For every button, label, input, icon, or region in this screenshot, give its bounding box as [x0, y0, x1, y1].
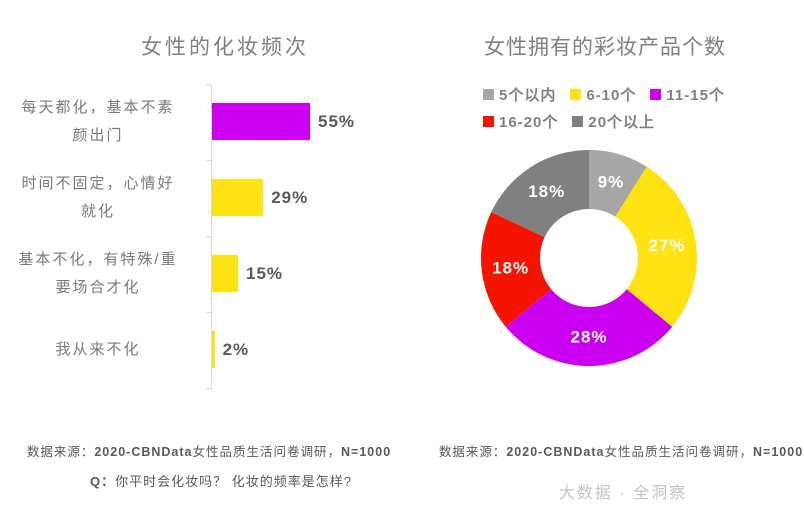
text-segment: 数据来源：: [438, 445, 507, 459]
legend-item: 20个以上: [572, 111, 655, 132]
bar-row: 基本不化，有特殊/重 要场合才化 15%: [0, 236, 402, 312]
left-chart-title: 女性的化妆频次: [141, 36, 309, 59]
text-segment: 2020-CBNData: [94, 445, 193, 459]
legend-label: 11-15个: [666, 87, 725, 104]
legend-label: 6-10个: [586, 87, 637, 104]
left-source-line: 数据来源：2020-CBNData女性品质生活问卷调研，N=1000: [0, 441, 418, 460]
axis-tick: [206, 388, 211, 389]
bar-segment: [211, 331, 215, 368]
text-segment: Q：: [90, 474, 116, 489]
text-segment: 2020-CBNData: [506, 445, 605, 459]
bar-row: 时间不固定，心情好 就化 29%: [0, 160, 402, 236]
legend-item: 11-15个: [650, 84, 725, 105]
text-segment: 女性品质生活问卷调研，: [604, 445, 754, 459]
bar-row: 每天都化，基本不素 颜出门 55%: [0, 84, 402, 160]
legend-row: 5个以内 6-10个 11-15个: [483, 81, 773, 108]
donut-slice-label: 28%: [570, 328, 607, 347]
axis-tick: [206, 312, 211, 313]
legend-label: 20个以上: [588, 114, 656, 131]
donut-slice-label: 9%: [598, 173, 625, 192]
axis-tick: [206, 160, 211, 161]
bar-value-label: 29%: [271, 188, 309, 207]
donut-segment: [481, 212, 552, 327]
category-axis-line: [211, 84, 212, 389]
bar-segment: [211, 179, 264, 216]
text-segment: 你平时会化妆吗？ 化妆的频率是怎样?: [115, 474, 352, 489]
legend-swatch-icon: [570, 89, 582, 100]
axis-tick: [206, 236, 211, 237]
text-segment: N=1000: [341, 445, 392, 459]
bar-segment: [211, 103, 310, 140]
bar-row: 我从来不化 2%: [0, 312, 402, 388]
watermark: 大数据 · 全洞察: [558, 485, 688, 502]
donut-slice-label: 18%: [528, 182, 565, 201]
donut-legend: 5个以内 6-10个 11-15个 16-20个 20个以上: [483, 81, 773, 135]
text-segment: 数据来源：: [26, 445, 95, 459]
bar-value-label: 15%: [246, 264, 284, 283]
bar-category-label: 我从来不化: [0, 312, 204, 388]
legend-item: 6-10个: [570, 84, 636, 105]
category-label-line: 每天都化，基本不素: [21, 99, 175, 116]
bar-category-label: 每天都化，基本不素 颜出门: [0, 84, 204, 160]
text-segment: N=1000: [753, 445, 804, 459]
legend-swatch-icon: [483, 89, 494, 100]
donut-svg: 9% 27% 28% 18% 18%: [481, 150, 698, 367]
legend-item: 5个以内: [483, 84, 556, 105]
bar-category-label: 基本不化，有特殊/重 要场合才化: [0, 236, 204, 312]
category-label-line: 基本不化，有特殊/重: [18, 251, 178, 268]
donut-segment: [505, 289, 673, 367]
category-label-line: 要场合才化: [55, 279, 141, 296]
donut-slice-label: 27%: [648, 236, 685, 255]
legend-item: 16-20个: [483, 111, 558, 132]
bar-value-label: 2%: [222, 340, 250, 359]
bar-category-label: 时间不固定，心情好 就化: [0, 160, 204, 236]
right-chart-title: 女性拥有的彩妆产品个数: [484, 36, 726, 59]
legend-label: 16-20个: [499, 114, 559, 131]
question-line: Q：你平时会化妆吗？ 化妆的频率是怎样?: [0, 471, 442, 490]
category-label-line: 时间不固定，心情好: [21, 175, 175, 192]
legend-swatch-icon: [572, 116, 584, 127]
donut-segment: [491, 150, 589, 238]
bar-segment: [211, 255, 238, 292]
legend-row: 16-20个 20个以上: [483, 108, 773, 135]
right-source-line: 数据来源：2020-CBNData女性品质生活问卷调研，N=1000: [438, 441, 804, 460]
bar-chart-plot: 每天都化，基本不素 颜出门 55% 时间不固定，心情好 就化 29% 基本不化，有特殊/重要…: [0, 84, 402, 390]
category-label-line: 颜出门: [72, 127, 124, 144]
legend-label: 5个以内: [499, 87, 557, 104]
axis-tick: [206, 84, 211, 85]
legend-swatch-icon: [483, 116, 494, 127]
category-label-line: 我从来不化: [55, 341, 141, 358]
text-segment: 女性品质生活问卷调研，: [192, 445, 342, 459]
donut-segment: [615, 166, 698, 327]
bar-value-label: 55%: [318, 112, 356, 131]
legend-swatch-icon: [650, 89, 662, 100]
donut-slice-label: 18%: [492, 258, 529, 277]
donut-chart: 9% 27% 28% 18% 18%: [481, 150, 698, 367]
category-label-line: 就化: [80, 203, 115, 220]
donut-segment: [589, 150, 647, 217]
